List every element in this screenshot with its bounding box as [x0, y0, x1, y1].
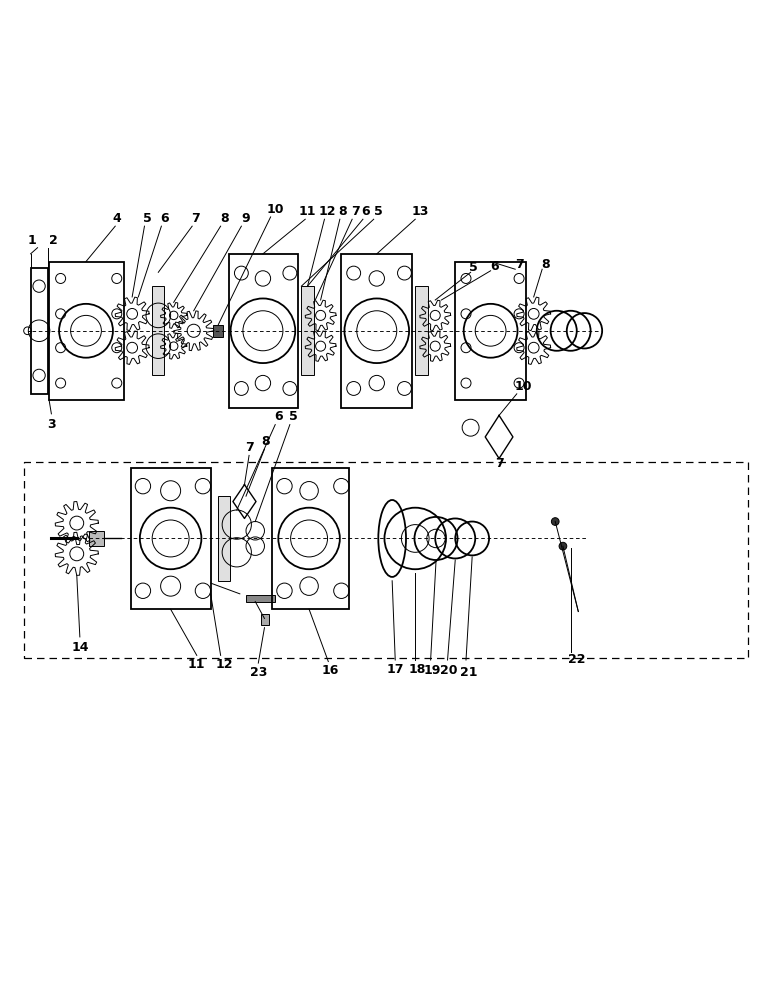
Text: 6: 6	[160, 212, 169, 225]
Text: 8: 8	[262, 435, 270, 448]
Text: 7: 7	[350, 205, 360, 218]
Text: 5: 5	[469, 261, 478, 274]
Text: 16: 16	[322, 664, 340, 677]
Text: 21: 21	[460, 666, 478, 679]
Text: 12: 12	[215, 658, 233, 671]
Text: 6: 6	[362, 205, 371, 218]
Text: 7: 7	[245, 441, 253, 454]
Text: 10: 10	[514, 380, 532, 393]
Text: 4: 4	[113, 212, 121, 225]
Text: 17: 17	[387, 663, 404, 676]
Text: 10: 10	[266, 203, 284, 216]
Text: 13: 13	[412, 205, 429, 218]
Text: 7: 7	[191, 212, 200, 225]
Text: 20: 20	[440, 664, 458, 677]
Circle shape	[551, 518, 559, 525]
Circle shape	[559, 542, 567, 550]
Bar	[213, 325, 223, 337]
Text: 5: 5	[374, 205, 383, 218]
Text: 6: 6	[490, 260, 499, 273]
Bar	[246, 595, 276, 602]
Bar	[152, 286, 164, 375]
Bar	[455, 262, 526, 400]
Text: 8: 8	[220, 212, 229, 225]
Bar	[301, 286, 313, 375]
Text: 12: 12	[319, 205, 337, 218]
Bar	[229, 254, 298, 408]
Text: 6: 6	[274, 410, 283, 423]
Text: 2: 2	[49, 234, 58, 247]
Text: 8: 8	[339, 205, 347, 218]
Text: 11: 11	[188, 658, 205, 671]
Text: 19: 19	[424, 664, 441, 677]
Text: 7: 7	[495, 457, 503, 470]
Bar	[31, 268, 48, 394]
Bar	[49, 262, 124, 400]
Text: 22: 22	[568, 653, 585, 666]
Bar	[273, 468, 349, 609]
Text: 7: 7	[515, 258, 523, 271]
Text: 11: 11	[299, 205, 317, 218]
Bar	[262, 614, 269, 625]
Bar	[130, 468, 211, 609]
Text: 18: 18	[408, 663, 425, 676]
Text: 3: 3	[47, 418, 56, 431]
Bar	[218, 496, 230, 581]
Text: 1: 1	[28, 234, 36, 247]
Text: 14: 14	[71, 641, 89, 654]
Text: 5: 5	[143, 212, 152, 225]
Bar	[341, 254, 412, 408]
Bar	[415, 286, 428, 375]
Bar	[89, 531, 104, 546]
Text: 8: 8	[542, 258, 550, 271]
Text: 9: 9	[241, 212, 249, 225]
Text: 5: 5	[290, 410, 298, 423]
Text: 23: 23	[249, 666, 267, 679]
